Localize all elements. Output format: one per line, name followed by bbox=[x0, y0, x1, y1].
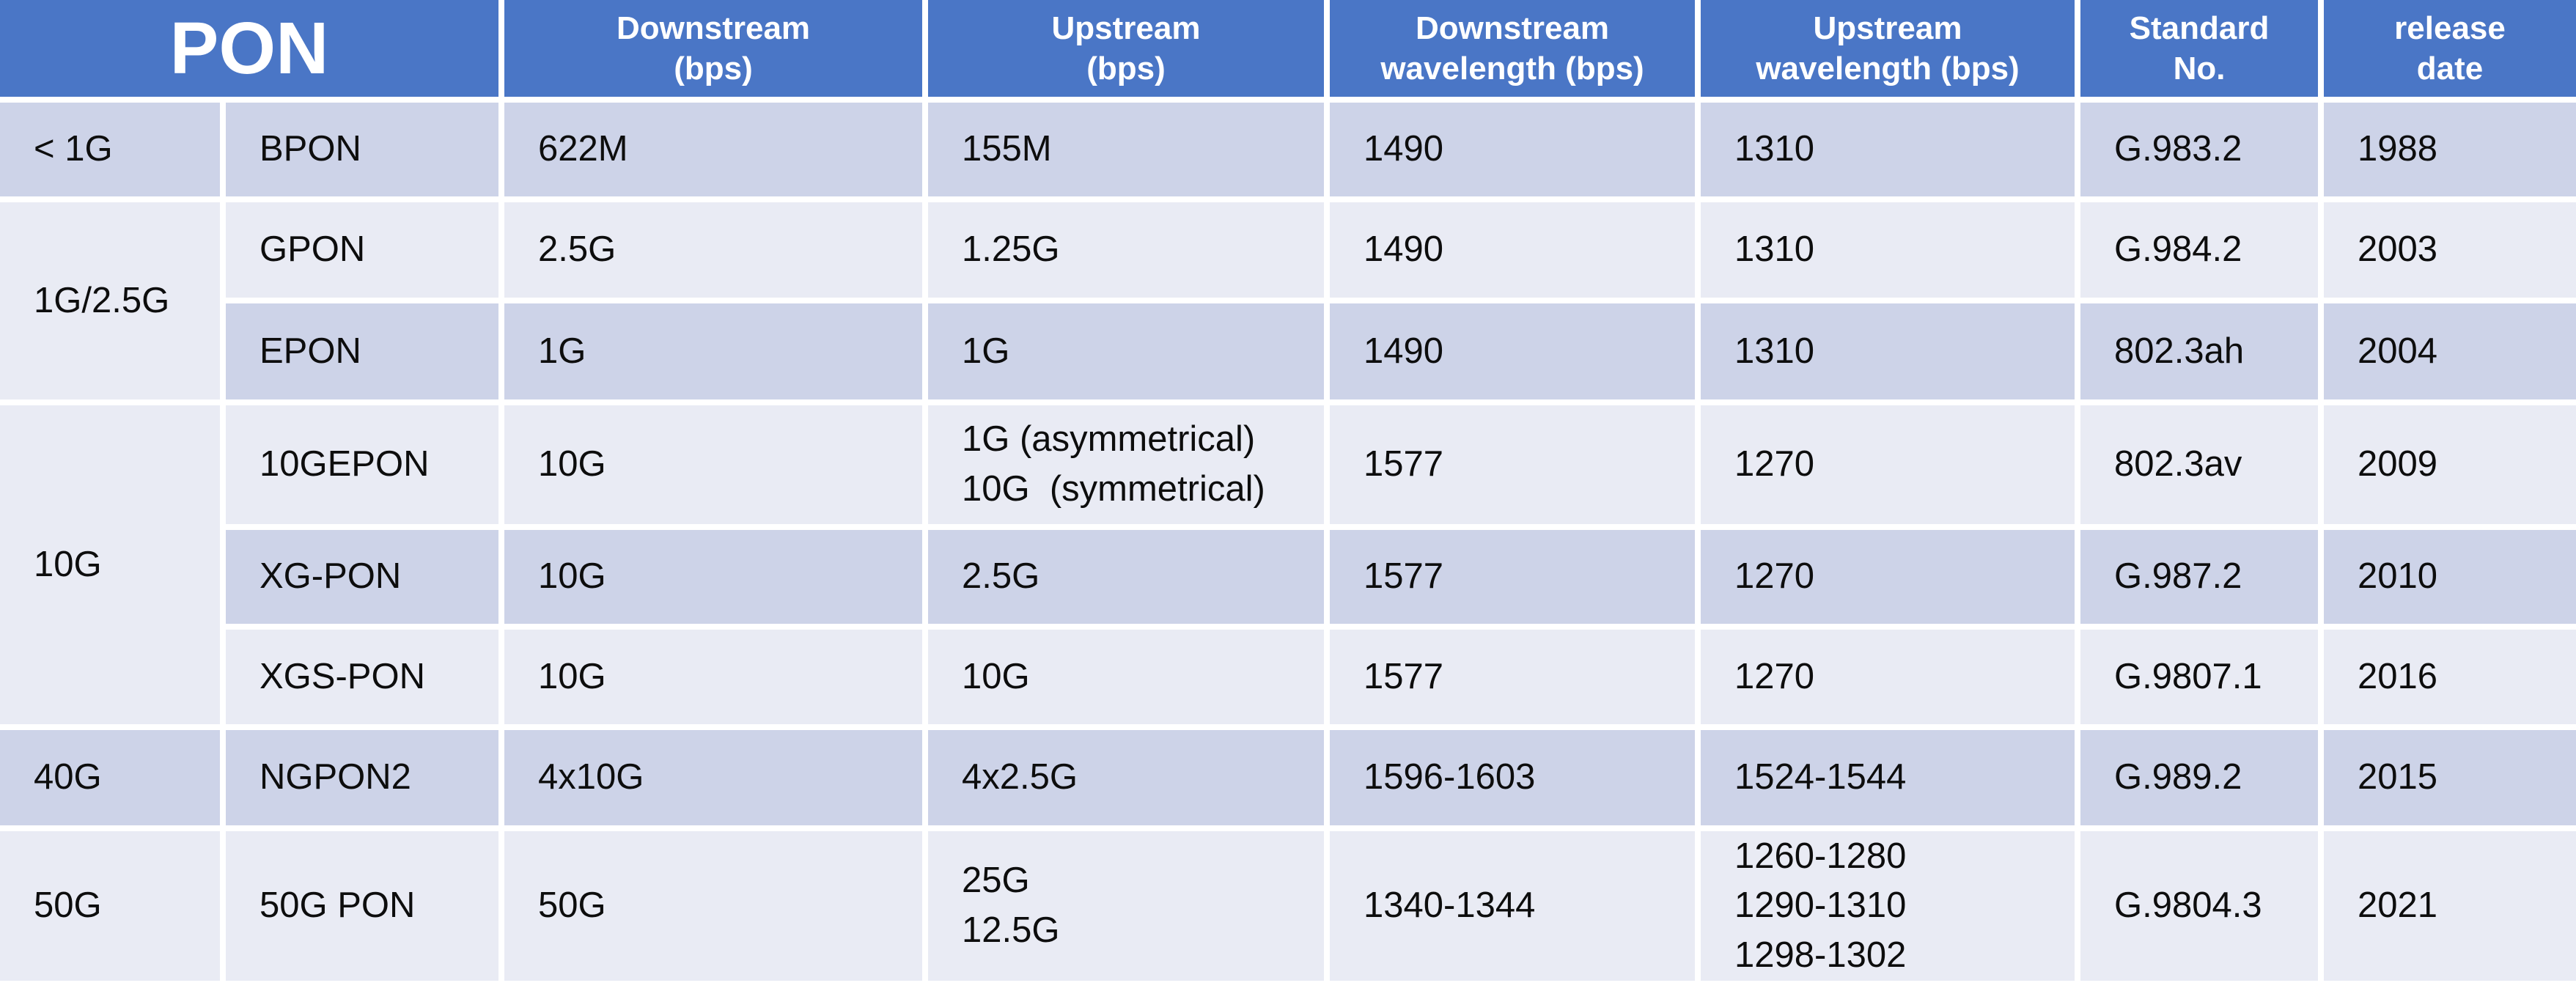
cell-upstream-wavelength: 1524-1544 bbox=[1701, 730, 2075, 825]
cell-downstream-rate: 10G bbox=[504, 530, 923, 624]
cell-downstream-rate: 4x10G bbox=[504, 730, 923, 825]
cell-pon-type: NGPON2 bbox=[226, 730, 499, 825]
cell-upstream-rate: 2.5G bbox=[928, 530, 1325, 624]
header-downstream-wavelength: Downstream wavelength (bps) bbox=[1330, 0, 1696, 97]
cell-generation-group: 10G bbox=[0, 405, 220, 724]
header-standard-no-line2: No. bbox=[2173, 51, 2226, 86]
header-upstream: Upstream (bps) bbox=[928, 0, 1325, 97]
cell-release-date: 2010 bbox=[2324, 530, 2576, 624]
cell-pon-type: 10GEPON bbox=[226, 405, 499, 524]
cell-downstream-rate: 50G bbox=[504, 831, 923, 981]
header-downstream-line2: (bps) bbox=[674, 51, 753, 86]
header-upstream-line2: (bps) bbox=[1086, 51, 1166, 86]
cell-release-date: 2003 bbox=[2324, 202, 2576, 298]
cell-downstream-wavelength: 1490 bbox=[1330, 202, 1696, 298]
header-standard-no-line1: Standard bbox=[2129, 10, 2270, 46]
header-downstream-wavelength-line1: Downstream bbox=[1415, 10, 1610, 46]
cell-pon-type: GPON bbox=[226, 202, 499, 298]
header-upstream-line1: Upstream bbox=[1051, 10, 1201, 46]
cell-generation-group: 1G/2.5G bbox=[0, 202, 220, 399]
cell-standard-no: 802.3av bbox=[2080, 405, 2319, 524]
cell-downstream-rate: 2.5G bbox=[504, 202, 923, 298]
cell-upstream-rate: 25G 12.5G bbox=[928, 831, 1325, 981]
cell-pon-type: XGS-PON bbox=[226, 630, 499, 724]
cell-upstream-rate: 155M bbox=[928, 103, 1325, 196]
header-downstream-line1: Downstream bbox=[616, 10, 811, 46]
cell-upstream-rate: 4x2.5G bbox=[928, 730, 1325, 825]
cell-release-date: 2016 bbox=[2324, 630, 2576, 724]
header-release-date-line1: release bbox=[2394, 10, 2506, 46]
header-downstream: Downstream (bps) bbox=[504, 0, 923, 97]
cell-downstream-wavelength: 1490 bbox=[1330, 103, 1696, 196]
cell-upstream-wavelength: 1310 bbox=[1701, 103, 2075, 196]
cell-upstream-rate: 10G bbox=[928, 630, 1325, 724]
cell-downstream-wavelength: 1577 bbox=[1330, 630, 1696, 724]
table-row-ngpon2: 40G NGPON2 4x10G 4x2.5G 1596-1603 1524-1… bbox=[0, 730, 2576, 825]
table-row-bpon: < 1G BPON 622M 155M 1490 1310 G.983.2 19… bbox=[0, 103, 2576, 196]
cell-downstream-rate: 622M bbox=[504, 103, 923, 196]
header-release-date-line2: date bbox=[2416, 51, 2484, 86]
cell-pon-type: XG-PON bbox=[226, 530, 499, 624]
cell-upstream-wavelength: 1310 bbox=[1701, 303, 2075, 399]
cell-downstream-wavelength: 1490 bbox=[1330, 303, 1696, 399]
header-standard-no: Standard No. bbox=[2080, 0, 2319, 97]
header-release-date: release date bbox=[2324, 0, 2576, 97]
header-upstream-wavelength-line1: Upstream bbox=[1813, 10, 1962, 46]
cell-pon-type: 50G PON bbox=[226, 831, 499, 981]
cell-standard-no: G.983.2 bbox=[2080, 103, 2319, 196]
cell-pon-type: BPON bbox=[226, 103, 499, 196]
cell-standard-no: G.989.2 bbox=[2080, 730, 2319, 825]
table-row-epon: EPON 1G 1G 1490 1310 802.3ah 2004 bbox=[0, 303, 2576, 399]
cell-upstream-rate: 1.25G bbox=[928, 202, 1325, 298]
header-upstream-wavelength: Upstream wavelength (bps) bbox=[1701, 0, 2075, 97]
cell-standard-no: G.987.2 bbox=[2080, 530, 2319, 624]
cell-downstream-rate: 10G bbox=[504, 405, 923, 524]
cell-upstream-wavelength: 1270 bbox=[1701, 530, 2075, 624]
cell-upstream-rate: 1G bbox=[928, 303, 1325, 399]
table-header-row: PON Downstream (bps) Upstream (bps) Down… bbox=[0, 0, 2576, 97]
cell-release-date: 2021 bbox=[2324, 831, 2576, 981]
cell-downstream-wavelength: 1577 bbox=[1330, 405, 1696, 524]
header-pon: PON bbox=[0, 0, 499, 97]
table-row-xgspon: XGS-PON 10G 10G 1577 1270 G.9807.1 2016 bbox=[0, 630, 2576, 724]
header-downstream-wavelength-line2: wavelength (bps) bbox=[1380, 51, 1644, 86]
cell-upstream-wavelength: 1260-1280 1290-1310 1298-1302 bbox=[1701, 831, 2075, 981]
cell-release-date: 2009 bbox=[2324, 405, 2576, 524]
cell-generation-group: 40G bbox=[0, 730, 220, 825]
cell-standard-no: 802.3ah bbox=[2080, 303, 2319, 399]
cell-release-date: 2015 bbox=[2324, 730, 2576, 825]
table-row-50gpon: 50G 50G PON 50G 25G 12.5G 1340-1344 1260… bbox=[0, 831, 2576, 981]
cell-pon-type: EPON bbox=[226, 303, 499, 399]
header-upstream-wavelength-line2: wavelength (bps) bbox=[1756, 51, 2020, 86]
table-row-gpon: 1G/2.5G GPON 2.5G 1.25G 1490 1310 G.984.… bbox=[0, 202, 2576, 399]
cell-standard-no: G.984.2 bbox=[2080, 202, 2319, 298]
cell-upstream-wavelength: 1270 bbox=[1701, 630, 2075, 724]
cell-downstream-rate: 10G bbox=[504, 630, 923, 724]
cell-standard-no: G.9804.3 bbox=[2080, 831, 2319, 981]
table-row-xgpon: XG-PON 10G 2.5G 1577 1270 G.987.2 2010 bbox=[0, 530, 2576, 624]
table-row-10gepon: 10G 10GEPON 10G 1G (asymmetrical) 10G (s… bbox=[0, 405, 2576, 724]
cell-release-date: 1988 bbox=[2324, 103, 2576, 196]
cell-generation-group: < 1G bbox=[0, 103, 220, 196]
cell-upstream-wavelength: 1270 bbox=[1701, 405, 2075, 524]
cell-generation-group: 50G bbox=[0, 831, 220, 981]
cell-release-date: 2004 bbox=[2324, 303, 2576, 399]
cell-downstream-wavelength: 1577 bbox=[1330, 530, 1696, 624]
cell-upstream-rate: 1G (asymmetrical) 10G (symmetrical) bbox=[928, 405, 1325, 524]
cell-standard-no: G.9807.1 bbox=[2080, 630, 2319, 724]
cell-downstream-wavelength: 1340-1344 bbox=[1330, 831, 1696, 981]
cell-upstream-wavelength: 1310 bbox=[1701, 202, 2075, 298]
cell-downstream-rate: 1G bbox=[504, 303, 923, 399]
cell-downstream-wavelength: 1596-1603 bbox=[1330, 730, 1696, 825]
